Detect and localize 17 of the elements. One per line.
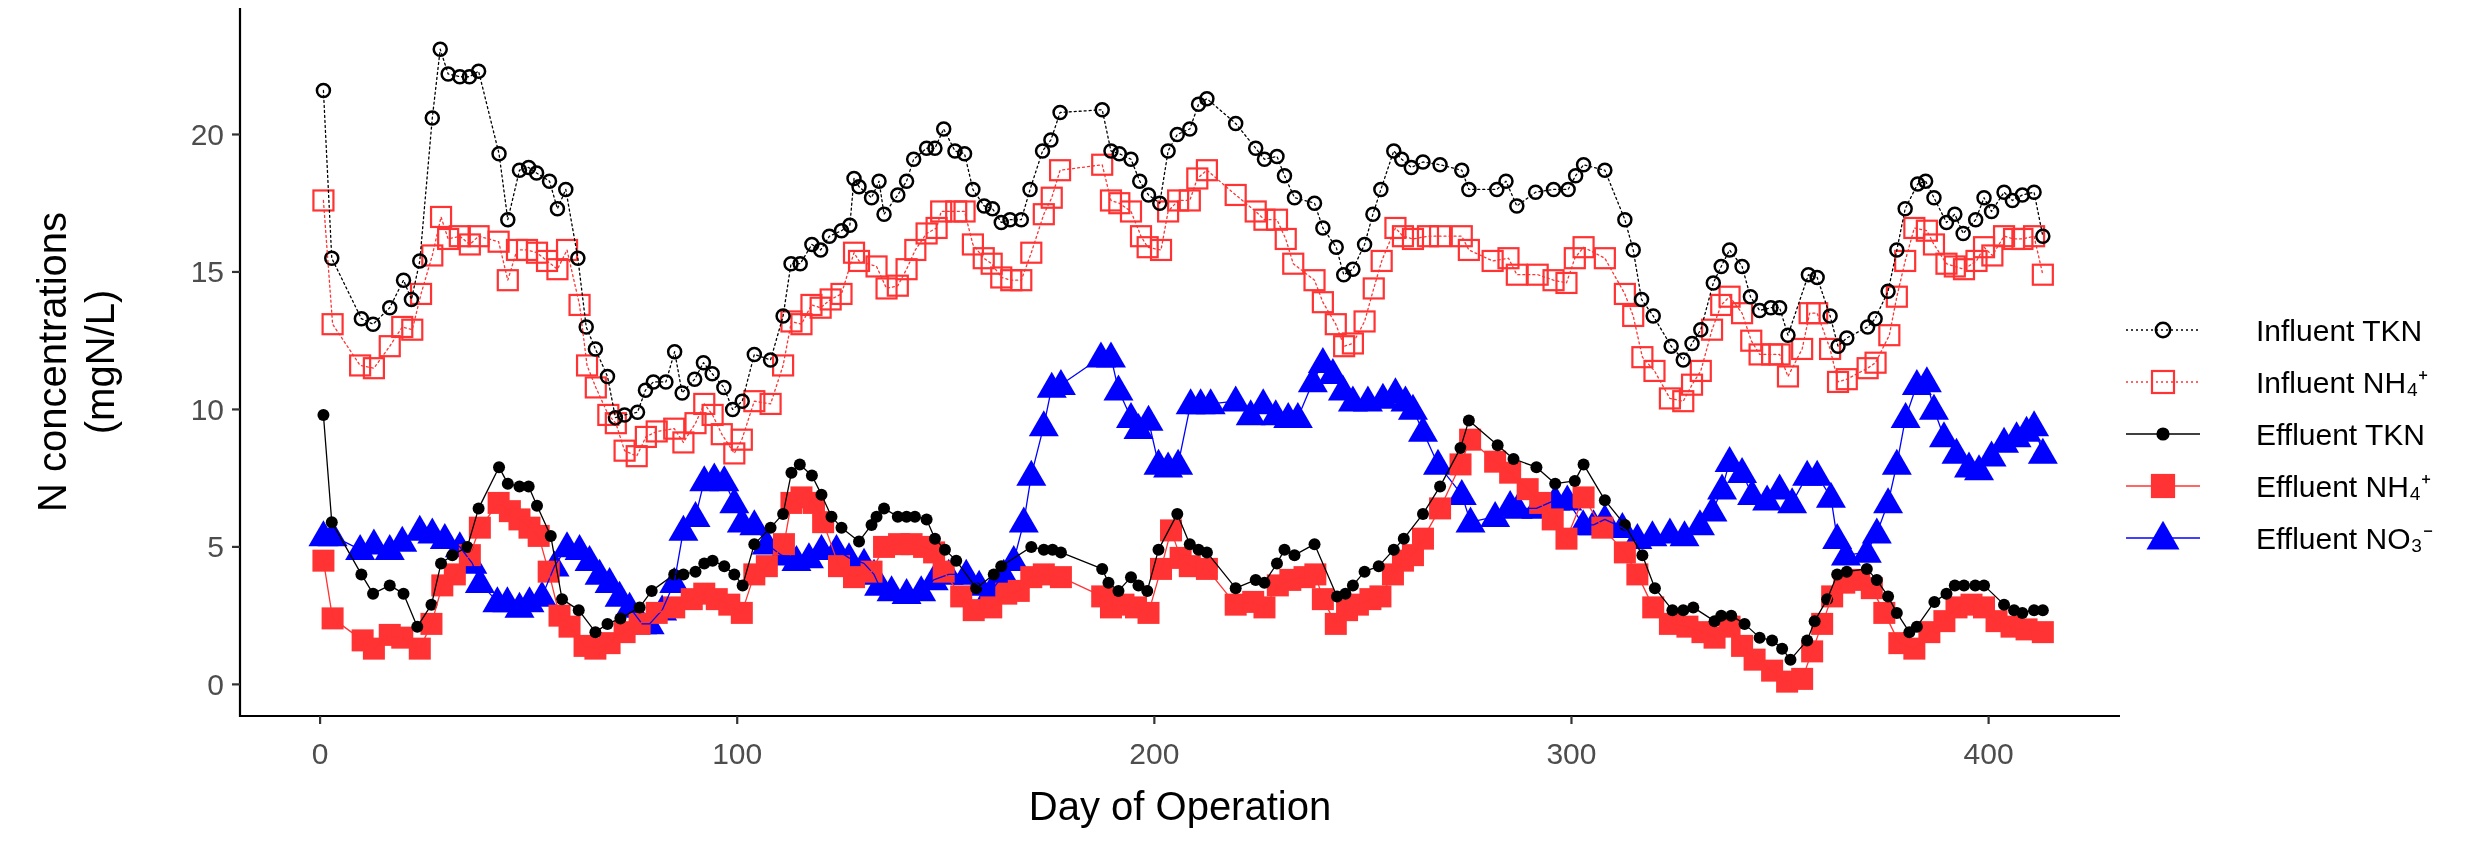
legend-label: Influent NH₄⁺ — [2256, 365, 2429, 399]
x-tick-label: 400 — [1963, 737, 2014, 770]
y-tick-label: 0 — [207, 667, 224, 701]
legend-label: Influent TKN — [2256, 313, 2423, 347]
x-tick-label: 300 — [1546, 737, 1597, 770]
x-tick-label: 0 — [311, 737, 329, 770]
legend-label: Effluent NH₄⁺ — [2256, 469, 2432, 503]
x-tick-label: 200 — [1129, 737, 1180, 770]
y-tick-label: 5 — [207, 530, 224, 564]
y-tick-label: 20 — [190, 117, 224, 151]
legend-label: Effluent NO₃⁻ — [2256, 521, 2433, 555]
x-axis-title: Day of Operation — [1028, 784, 1332, 828]
y-axis-title: N concentrations (mgN/L) — [30, 211, 122, 513]
y-tick-label: 15 — [190, 255, 224, 289]
legend-label: Effluent TKN — [2256, 417, 2425, 451]
x-tick-label: 100 — [712, 737, 763, 770]
y-tick-label: 10 — [190, 392, 224, 426]
